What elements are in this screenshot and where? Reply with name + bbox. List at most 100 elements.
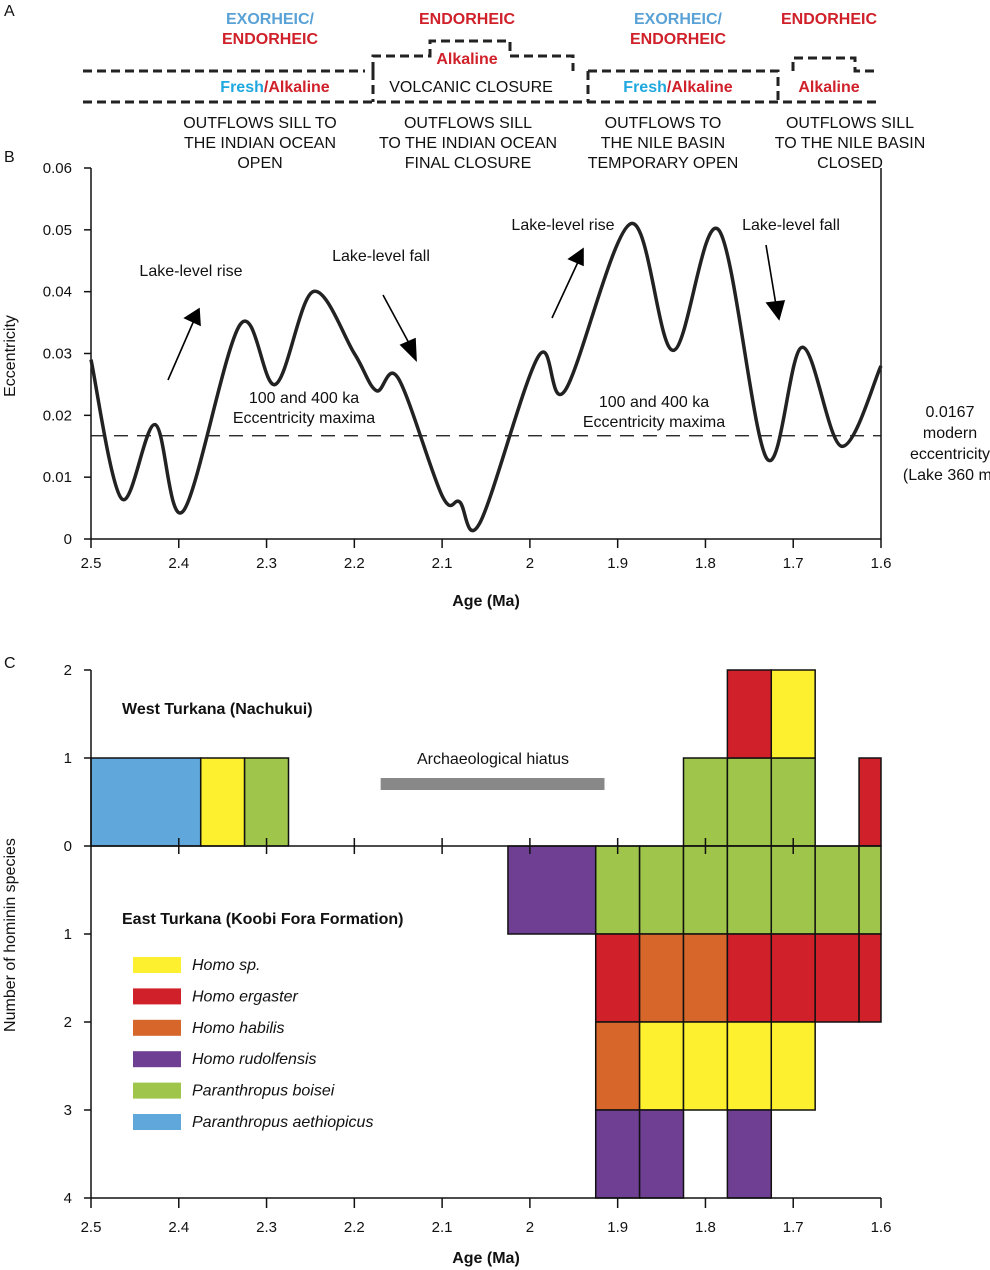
fall-arrow-1: [382, 294, 411, 346]
phase2-top1: ENDORHEIC: [419, 11, 515, 28]
annotation-fall-1: Lake-level fall: [332, 248, 430, 265]
legend-label-homo_sp: Homo sp.: [192, 957, 260, 974]
east-bar-ergaster: [726, 933, 773, 1023]
sep: /: [667, 79, 672, 96]
x-tick-label: 2.1: [432, 1219, 453, 1236]
y-tick-label: 0.04: [43, 284, 72, 301]
x-tick-label: 2: [526, 555, 534, 572]
phase4-desc-3: CLOSED: [817, 155, 883, 172]
phase2-desc-3: FINAL CLOSURE: [405, 155, 532, 172]
legend-swatch-homo_sp: [133, 957, 181, 973]
x-tick-label: 1.6: [871, 1219, 892, 1236]
y-tick-label: 2: [64, 1014, 72, 1031]
rise-arrowhead-2: [567, 247, 584, 267]
panel-c-hominin-chart: Archaeological hiatus 2.5 2.4 2.3 2.2 2.1 2 1.…: [2, 662, 891, 1267]
y-tick-label: 0.06: [43, 160, 72, 177]
west-bar-boisei: [726, 757, 773, 847]
west-bar-boisei: [682, 757, 729, 847]
east-bar-homo_sp: [682, 1021, 729, 1111]
panel-b-eccentricity-chart: 2.5 2.4 2.3 2.2 2.1 2 1.9 1.8 1.7 1.6 0 0.01 0.02 0.0…: [2, 160, 990, 610]
east-bar-ergaster: [770, 933, 816, 1023]
west-bar-aethiopicus: [90, 757, 202, 847]
panel-a: EXORHEIC/ ENDORHEIC Fresh/Alkaline ENDOR…: [83, 11, 925, 172]
y-tick-label: 0: [64, 838, 72, 855]
legend-swatch-habilis: [133, 1019, 181, 1036]
hiatus-label: Archaeological hiatus: [417, 751, 569, 768]
legend-label-habilis: Homo habilis: [192, 1020, 284, 1037]
x-tick-label: 1.8: [695, 555, 716, 572]
x-tick-label: 2: [526, 1219, 534, 1236]
phase3-top2: ENDORHEIC: [630, 31, 726, 48]
phase4-desc-2: TO THE NILE BASIN: [775, 135, 926, 152]
west-turkana-label: West Turkana (Nachukui): [122, 701, 313, 718]
east-bar-ergaster: [814, 933, 860, 1023]
east-bar-boisei: [814, 845, 860, 935]
y-tick-label: 0.05: [43, 222, 72, 239]
phase3-chemistry: Fresh/Alkaline: [623, 79, 732, 96]
legend-label-ergaster: Homo ergaster: [192, 988, 298, 1005]
east-bar-homo_sp: [638, 1021, 685, 1111]
legend-swatch-ergaster: [133, 988, 181, 1005]
phase4-chemistry: Alkaline: [798, 79, 859, 96]
y-axis-label: Number of hominin species: [2, 838, 19, 1032]
archaeological-hiatus-bar: [380, 778, 605, 790]
x-tick-label: 2.3: [256, 1219, 277, 1236]
rise-arrowhead-1: [183, 307, 201, 327]
ref-label-2: modern: [923, 425, 977, 442]
x-tick-label: 2.5: [81, 1219, 102, 1236]
y-tick-label: 0.03: [43, 346, 72, 363]
x-tick-label: 1.9: [607, 555, 628, 572]
legend-label-aethiopicus: Paranthropus aethiopicus: [192, 1114, 373, 1131]
ref-label-3: eccentricity: [910, 446, 990, 463]
ref-label-1: 0.0167: [926, 404, 975, 421]
y-tick-label: 1: [64, 750, 72, 767]
fresh-label: Fresh: [220, 79, 264, 96]
panel-label-b: B: [4, 149, 15, 166]
maxima-1-line2: Eccentricity maxima: [233, 410, 375, 427]
legend-label-boisei: Paranthropus boisei: [192, 1083, 335, 1100]
phase3-desc-1: OUTFLOWS TO: [605, 115, 722, 132]
x-tick-label: 1.7: [783, 555, 804, 572]
sep: /: [264, 79, 269, 96]
legend-label-rudolfensis: Homo rudolfensis: [192, 1051, 317, 1068]
legend-swatch-rudolfensis: [133, 1051, 181, 1068]
y-axis-label: Eccentricity: [2, 315, 19, 397]
phase3-top1: EXORHEIC/: [634, 11, 723, 28]
west-bar-boisei: [770, 757, 816, 847]
x-tick-label: 1.7: [783, 1219, 804, 1236]
legend-swatch-boisei: [133, 1082, 181, 1099]
x-tick-label: 2.2: [344, 555, 365, 572]
y-tick-label: 0.02: [43, 407, 72, 424]
alkaline-label: Alkaline: [268, 79, 329, 96]
x-tick-label: 2.4: [168, 555, 189, 572]
x-axis-label: Age (Ma): [452, 593, 520, 610]
x-tick-label: 2.4: [168, 1219, 189, 1236]
x-tick-label: 1.8: [695, 1219, 716, 1236]
rise-arrow-2: [551, 261, 579, 319]
east-bar-boisei: [682, 845, 729, 935]
fall-arrowhead-1: [399, 337, 417, 363]
phase2-desc-2: TO THE INDIAN OCEAN: [379, 135, 557, 152]
east-bar-habilis: [594, 1021, 641, 1111]
y-tick-label: 0.01: [43, 469, 72, 486]
east-bar-habilis: [682, 933, 729, 1023]
rise-arrow-1: [167, 317, 196, 381]
y-tick-label: 4: [64, 1190, 72, 1207]
west-bar-homo_sp: [770, 669, 816, 759]
west-bar-ergaster: [726, 669, 773, 759]
phase1-desc-1: OUTFLOWS SILL TO: [183, 115, 337, 132]
maxima-1-line1: 100 and 400 ka: [249, 390, 359, 407]
y-tick-label: 0: [64, 531, 72, 548]
annotation-rise-2: Lake-level rise: [511, 217, 614, 234]
maxima-2-line1: 100 and 400 ka: [599, 394, 709, 411]
east-bar-rudolfensis: [726, 1109, 773, 1199]
east-bar-boisei: [726, 845, 773, 935]
panel-label-a: A: [4, 3, 15, 20]
fall-arrow-2: [765, 244, 777, 306]
phase1-desc-3: OPEN: [237, 155, 282, 172]
x-tick-label: 2.3: [256, 555, 277, 572]
y-tick-label: 3: [64, 1102, 72, 1119]
alkaline-label: Alkaline: [671, 79, 732, 96]
east-bar-homo_sp: [726, 1021, 773, 1111]
